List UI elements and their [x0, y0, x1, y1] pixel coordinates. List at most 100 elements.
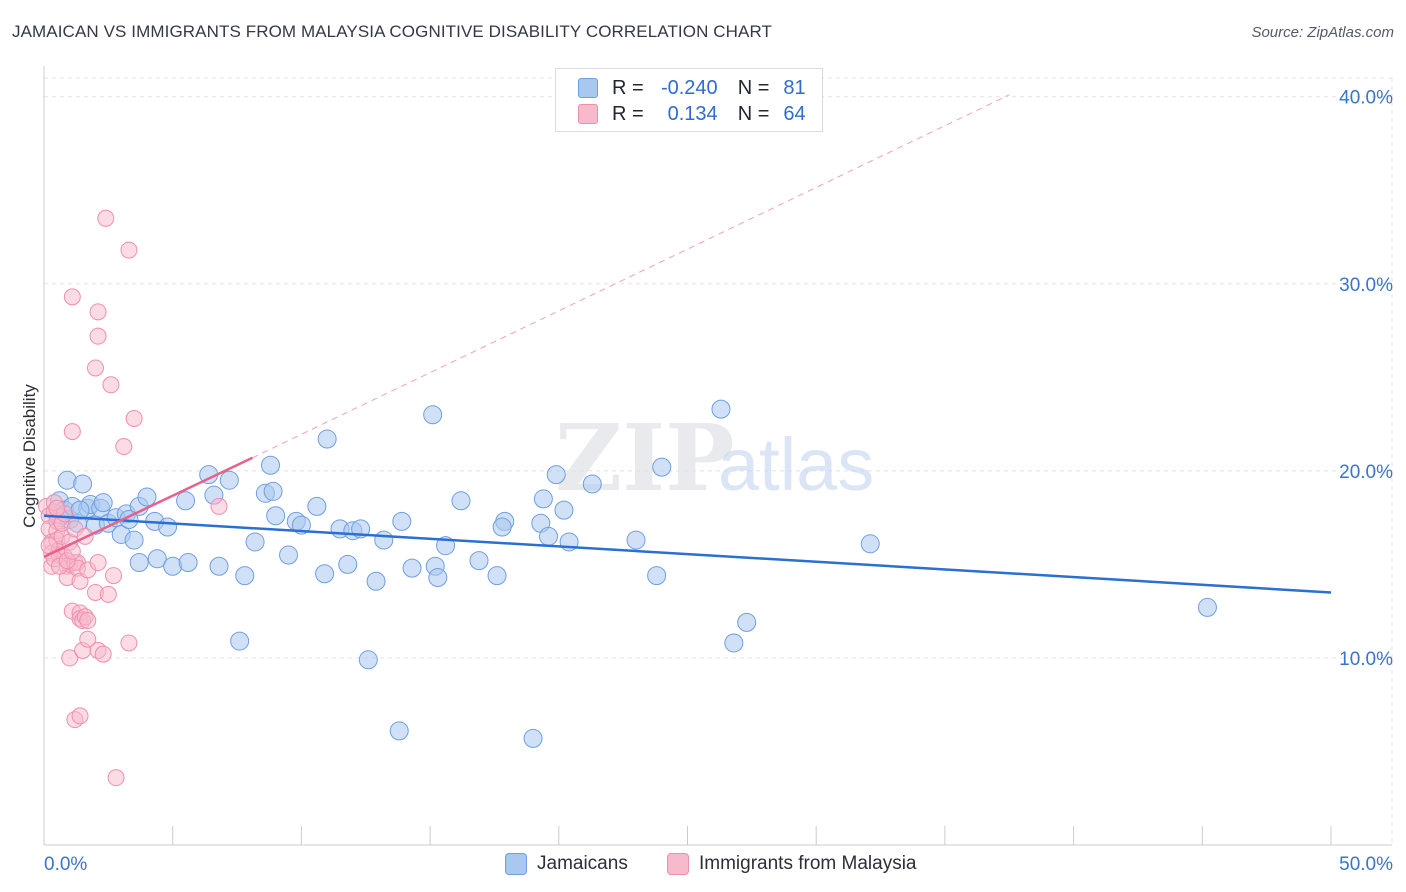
jamaicans-point	[124, 530, 144, 550]
jamaicans-point	[315, 564, 335, 584]
malaysia-point	[120, 241, 138, 259]
jamaicans-point	[317, 429, 337, 449]
watermark: ZIP atlas	[555, 404, 874, 512]
y-tick-label: 20.0%	[1339, 462, 1393, 483]
jamaicans-point	[279, 545, 299, 565]
malaysia-point	[104, 567, 122, 585]
jamaicans-point	[554, 500, 574, 520]
legend-r-label: R =	[612, 102, 644, 125]
jamaicans-point	[235, 566, 255, 586]
malaysia-point	[61, 649, 79, 667]
jamaicans-point	[158, 517, 178, 537]
malaysia-point	[115, 438, 133, 456]
jamaicans-point	[652, 457, 672, 477]
bottom-legend-malaysia[interactable]: Immigrants from Malaysia	[667, 850, 917, 878]
legend-n-value: 81	[783, 76, 806, 99]
jamaicans-point	[129, 553, 149, 573]
bottom-legend-label-malaysia: Immigrants from Malaysia	[699, 853, 917, 874]
jamaicans-point	[647, 566, 667, 586]
y-tick-label: 40.0%	[1339, 88, 1393, 109]
legend-r-label: R =	[612, 76, 644, 99]
malaysia-trend-extension	[252, 94, 1010, 459]
malaysia-point	[125, 409, 143, 427]
jamaicans-point	[626, 530, 646, 550]
malaysia-point	[48, 499, 66, 517]
jamaicans-point	[451, 491, 471, 511]
bottom-legend-swatch-pink	[667, 853, 689, 875]
jamaicans-point	[245, 532, 265, 552]
jamaicans-point	[366, 571, 386, 591]
malaysia-point	[79, 630, 97, 648]
malaysia-point	[79, 612, 97, 630]
chart-title: JAMAICAN VS IMMIGRANTS FROM MALAYSIA COG…	[12, 22, 773, 41]
correlation-legend: R = -0.240 N = 81 R = 0.134 N = 64	[555, 68, 823, 132]
malaysia-point	[94, 645, 112, 663]
x-tick-label: 50.0%	[1339, 854, 1393, 875]
jamaicans-point	[230, 631, 250, 651]
jamaicans-point	[358, 650, 378, 670]
legend-n-label: N =	[737, 102, 770, 125]
y-axis-label: Cognitive Disability	[20, 384, 39, 528]
jamaicans-point	[147, 549, 167, 569]
jamaicans-point	[402, 558, 422, 578]
malaysia-point	[63, 423, 81, 441]
jamaicans-point	[539, 526, 559, 546]
trend-lines	[43, 94, 1332, 594]
jamaicans-point	[209, 556, 229, 576]
jamaicans-point	[73, 474, 93, 494]
jamaicans-point	[307, 496, 327, 516]
malaysia-point	[89, 327, 107, 345]
jamaicans-point	[533, 489, 553, 509]
bottom-legend-jamaicans[interactable]: Jamaicans	[505, 850, 628, 878]
malaysia-point	[89, 303, 107, 321]
jamaicans-point	[263, 481, 283, 501]
malaysia-point	[120, 634, 138, 652]
legend-row-jamaicans: R = -0.240 N = 81	[578, 76, 806, 100]
jamaicans-point	[219, 470, 239, 490]
jamaicans-point	[487, 566, 507, 586]
jamaicans-point	[860, 534, 880, 554]
watermark-atlas: atlas	[718, 423, 874, 506]
source-label: Source: ZipAtlas.com	[1251, 24, 1394, 41]
jamaicans-point	[711, 399, 731, 419]
jamaicans-point	[523, 728, 543, 748]
jamaicans-point	[374, 530, 394, 550]
y-tick-label: 30.0%	[1339, 275, 1393, 296]
axis-layer	[43, 66, 1392, 846]
jamaicans-point	[338, 554, 358, 574]
jamaicans-point	[137, 487, 157, 507]
legend-r-value: 0.134	[667, 102, 718, 125]
malaysia-point	[71, 707, 89, 725]
malaysia-point	[89, 554, 107, 572]
watermark-zip: ZIP	[555, 404, 734, 512]
malaysia-point	[97, 209, 115, 227]
legend-r-value: -0.240	[660, 76, 718, 99]
legend-row-malaysia: R = 0.134 N = 64	[578, 102, 806, 126]
jamaicans-point	[389, 721, 409, 741]
jamaicans-point	[546, 465, 566, 485]
jamaicans-trend-line	[43, 514, 1332, 594]
jamaicans-point	[176, 491, 196, 511]
malaysia-trend-line	[43, 456, 254, 559]
legend-swatch-blue	[578, 78, 598, 98]
jamaicans-point	[1197, 597, 1217, 617]
jamaicans-point	[492, 517, 512, 537]
x-tick-label: 0.0%	[44, 854, 87, 875]
jamaicans-point	[178, 553, 198, 573]
bottom-legend-label-jamaicans: Jamaicans	[537, 853, 628, 874]
legend-n-value: 64	[783, 102, 806, 125]
malaysia-point	[210, 497, 228, 515]
malaysia-point	[99, 585, 117, 603]
legend-n-label: N =	[737, 76, 770, 99]
jamaicans-point	[724, 633, 744, 653]
jamaicans-point	[93, 493, 113, 513]
malaysia-point	[86, 359, 104, 377]
jamaicans-point	[737, 612, 757, 632]
jamaicans-point	[266, 506, 286, 526]
jamaicans-point	[469, 551, 489, 571]
jamaicans-point	[392, 511, 412, 531]
bottom-legend-swatch-blue	[505, 853, 527, 875]
malaysia-point	[102, 376, 120, 394]
jamaicans-point	[582, 474, 602, 494]
